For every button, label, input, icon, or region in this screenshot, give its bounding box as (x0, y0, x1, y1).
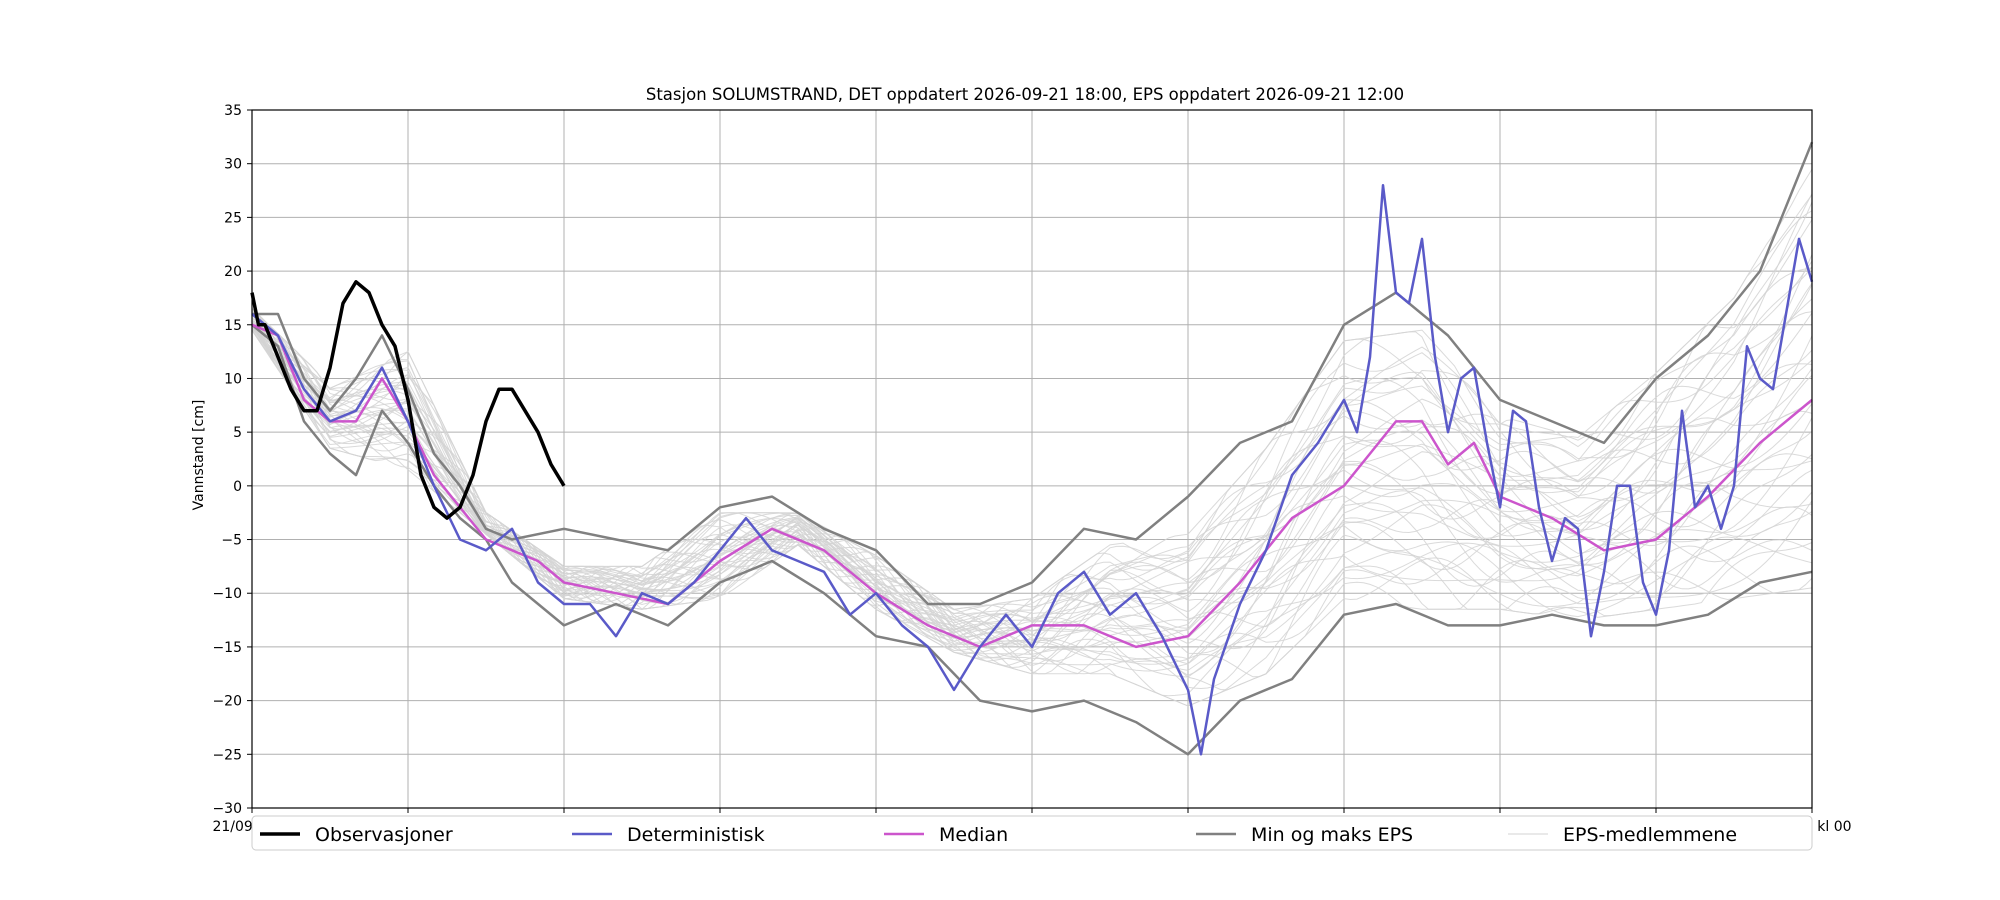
eps-member-line (251, 324, 1813, 639)
eps-member-line (251, 329, 1813, 662)
eps-member-line (251, 298, 1813, 638)
chart-title: Stasjon SOLUMSTRAND, DET oppdatert 2026-… (646, 85, 1404, 104)
legend-label: Min og maks EPS (1251, 824, 1413, 846)
y-tick-label: 35 (224, 103, 242, 119)
y-tick-label: −15 (212, 640, 242, 656)
y-tick-label: 0 (233, 479, 242, 495)
y-tick-label: 15 (224, 318, 242, 334)
legend: Observasjoner Deterministisk Median Min og … (251, 815, 1813, 851)
legend-label: Median (939, 824, 1008, 846)
y-tick-label: −30 (212, 801, 242, 817)
y-axis-label: Vannstand [cm] (191, 400, 207, 511)
eps-min-line (251, 323, 1813, 756)
legend-label: EPS-medlemmene (1563, 824, 1737, 846)
eps-member-line (251, 254, 1813, 631)
series-layer (250, 141, 1814, 756)
eps-members-series (251, 168, 1813, 707)
legend-label: Deterministisk (627, 824, 765, 846)
y-tick-label: 5 (233, 425, 242, 441)
eps-member-line (251, 201, 1813, 634)
y-tick-label: −20 (212, 694, 242, 710)
y-tick-label: 25 (224, 210, 242, 226)
eps-member-line (251, 219, 1813, 632)
legend-box (251, 815, 1813, 851)
observations-line (250, 280, 566, 520)
eps-member-line (251, 329, 1813, 667)
deterministic-line (251, 183, 1814, 756)
eps-member-line (251, 266, 1813, 636)
y-tick-label: −10 (212, 586, 242, 602)
y-tick-label: 30 (224, 157, 242, 173)
y-tick-label: 20 (224, 264, 242, 280)
y-tick-label: 10 (224, 371, 242, 387)
y-tick-label: −5 (221, 533, 242, 549)
median-line (251, 323, 1813, 649)
y-tick-label: −25 (212, 747, 242, 763)
legend-label: Observasjoner (315, 824, 453, 846)
